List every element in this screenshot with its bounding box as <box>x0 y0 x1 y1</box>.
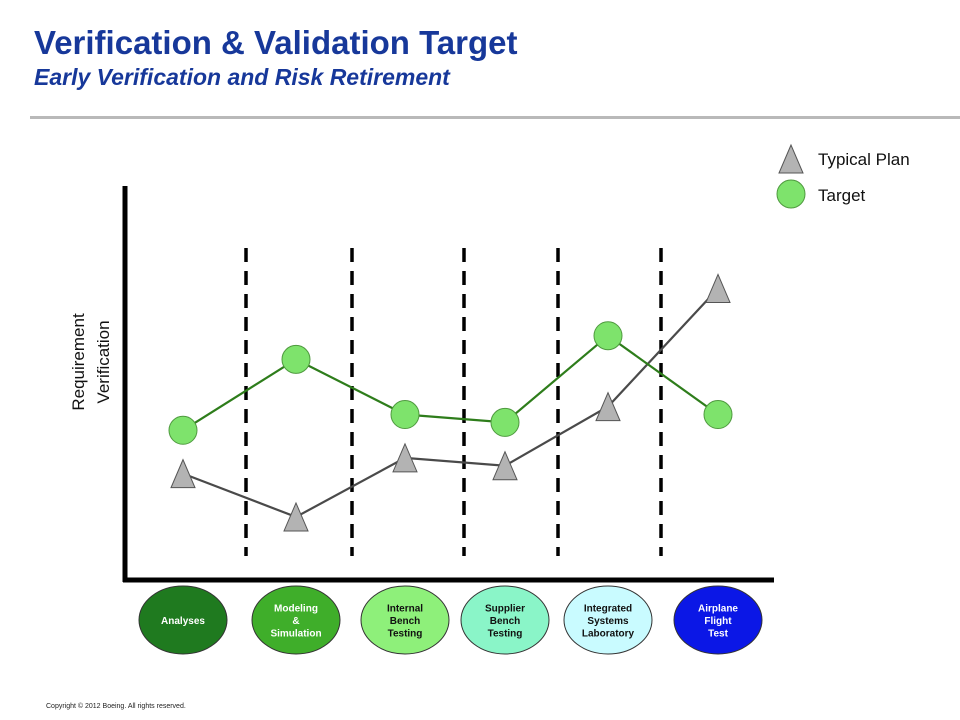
y-axis-label: Requirement <box>69 313 88 411</box>
phase-label: Testing <box>388 629 423 640</box>
y-axis-label: Verification <box>94 320 113 403</box>
copyright-notice: Copyright © 2012 Boeing. All rights rese… <box>46 703 186 710</box>
phase-label: Analyses <box>161 616 205 627</box>
phase-label: & <box>292 616 299 627</box>
page-subtitle: Early Verification and Risk Retirement <box>34 64 450 90</box>
phase-label: Bench <box>390 616 421 627</box>
phase-bubble <box>360 585 450 655</box>
phase-label: Internal <box>387 604 423 615</box>
phase-bubble <box>138 585 228 655</box>
phase-label: Simulation <box>270 629 321 640</box>
phase-label: Airplane <box>698 604 738 615</box>
typical-plan-point <box>283 501 309 532</box>
phase-label: Systems <box>587 616 629 627</box>
target-point <box>390 400 420 430</box>
typical-plan-point <box>170 458 196 489</box>
title-divider <box>30 116 960 119</box>
typical-plan-point <box>492 450 518 481</box>
target-point <box>593 321 623 351</box>
page-title: Verification & Validation Target <box>34 24 518 61</box>
typical-plan-point <box>595 391 621 422</box>
phase-bubble <box>563 585 653 655</box>
target-point <box>490 407 520 437</box>
legend-triangle-icon <box>778 143 804 174</box>
phase-label: Modeling <box>274 604 318 615</box>
legend-label: Target <box>818 186 866 205</box>
phase-bubble <box>673 585 763 655</box>
phase-bubble <box>460 585 550 655</box>
phase-label: Supplier <box>485 604 525 615</box>
target-line <box>182 334 719 432</box>
legend-circle-icon <box>776 179 806 209</box>
phase-label: Integrated <box>584 604 632 615</box>
phase-label: Testing <box>488 629 523 640</box>
phase-label: Flight <box>704 616 732 627</box>
target-point <box>168 415 198 445</box>
phase-label: Test <box>708 629 728 640</box>
target-point <box>703 400 733 430</box>
phase-bubble <box>251 585 341 655</box>
typical-plan-point <box>392 442 418 473</box>
typical-plan-point <box>705 273 731 303</box>
legend-label: Typical Plan <box>818 150 910 169</box>
typical-plan-line <box>182 287 719 519</box>
phase-label: Bench <box>490 616 521 627</box>
phase-label: Laboratory <box>582 629 635 640</box>
target-point <box>281 344 311 374</box>
